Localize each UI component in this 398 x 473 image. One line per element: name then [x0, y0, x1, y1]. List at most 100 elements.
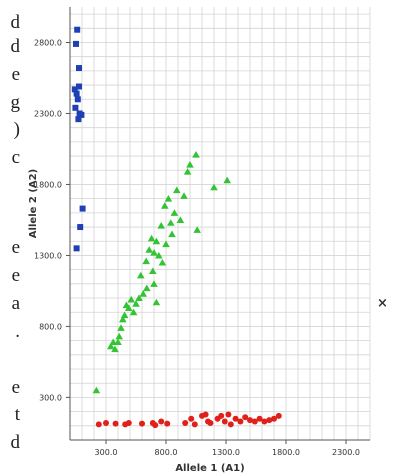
- data-point-green: [173, 186, 181, 194]
- data-point-red: [191, 421, 198, 428]
- data-point-green: [149, 267, 157, 275]
- data-point-green: [183, 168, 192, 175]
- data-point-green: [168, 230, 176, 238]
- data-point-green: [161, 202, 169, 209]
- x-tick-label: 800.0: [155, 448, 178, 457]
- data-point-green: [176, 216, 185, 223]
- x-axis-title: Allele 1 (A1): [175, 463, 244, 473]
- data-point-red: [242, 414, 249, 421]
- data-point-green: [92, 386, 101, 394]
- y-tick-label: 300.0: [39, 393, 62, 402]
- data-point-red: [247, 417, 253, 424]
- data-point-green: [145, 246, 153, 253]
- x-tick-label: 300.0: [95, 448, 118, 457]
- data-point-red: [207, 419, 214, 426]
- data-point-green: [127, 295, 135, 303]
- data-point-blue: [73, 245, 80, 252]
- data-point-green: [109, 338, 117, 346]
- side-text-fragment: e: [11, 64, 20, 85]
- side-text-fragment: e: [11, 237, 20, 258]
- data-point-green: [114, 338, 122, 346]
- data-point-blue: [79, 205, 86, 212]
- data-point-blue: [71, 86, 78, 93]
- data-point-green: [210, 183, 218, 191]
- data-point-red: [261, 418, 268, 425]
- data-point-green: [192, 151, 200, 158]
- side-text-fragment: .: [15, 321, 20, 342]
- data-point-green: [223, 176, 231, 184]
- data-point-red: [112, 420, 119, 427]
- x-tick-label: 2300.0: [332, 448, 360, 457]
- close-icon[interactable]: ×: [377, 296, 388, 311]
- data-point-green: [150, 249, 158, 256]
- data-point-red: [182, 419, 189, 426]
- data-point-green: [129, 308, 138, 316]
- data-point-green: [119, 315, 127, 323]
- side-text-fragment: d: [10, 432, 21, 453]
- data-point-green: [107, 342, 115, 350]
- data-point-red: [125, 419, 132, 426]
- data-point-green: [139, 290, 147, 297]
- data-point-green: [143, 284, 151, 292]
- side-text-fragment: c: [11, 147, 20, 168]
- data-point-green: [180, 192, 188, 199]
- data-point-blue: [78, 111, 85, 118]
- data-point-red: [95, 421, 102, 428]
- side-text-fragment: d: [10, 12, 21, 33]
- data-point-red: [225, 411, 232, 418]
- y-tick-label: 2300.0: [34, 109, 62, 118]
- data-point-green: [162, 240, 170, 248]
- y-tick-label: 800.0: [39, 322, 62, 331]
- data-point-blue: [73, 40, 79, 47]
- data-point-red: [271, 415, 277, 422]
- data-point-green: [132, 300, 140, 307]
- side-text-fragment: e: [11, 377, 20, 398]
- side-text-fragment: ): [13, 119, 20, 140]
- data-point-red: [103, 419, 109, 426]
- data-point-green: [125, 304, 133, 311]
- data-point-green: [167, 219, 175, 226]
- data-point-blue: [76, 83, 82, 90]
- data-point-blue: [75, 116, 82, 123]
- data-point-green: [120, 311, 129, 319]
- data-point-green: [150, 280, 158, 287]
- side-text-fragment: a: [11, 293, 20, 314]
- data-point-green: [170, 209, 179, 216]
- data-point-green: [137, 271, 145, 279]
- data-point-red: [237, 418, 244, 425]
- data-point-red: [202, 411, 209, 418]
- data-point-green: [186, 160, 194, 168]
- data-point-green: [157, 222, 165, 229]
- data-point-red: [164, 420, 171, 427]
- y-tick-label: 1800.0: [34, 180, 62, 189]
- data-point-green: [111, 345, 119, 353]
- data-point-green: [142, 257, 150, 265]
- side-text-fragment: e: [11, 265, 20, 286]
- data-point-blue: [72, 104, 79, 111]
- data-point-red: [221, 418, 228, 425]
- data-point-green: [164, 195, 173, 202]
- y-tick-label: 1300.0: [34, 251, 62, 260]
- data-point-red: [152, 422, 159, 429]
- data-point-red: [139, 420, 145, 427]
- data-point-blue: [76, 65, 82, 72]
- data-point-blue: [77, 224, 84, 231]
- side-text-fragment: g: [10, 92, 21, 113]
- data-point-red: [232, 415, 239, 422]
- data-point-red: [218, 412, 225, 419]
- data-point-green: [158, 258, 167, 266]
- data-point-green: [147, 234, 156, 242]
- x-tick-label: 1800.0: [272, 448, 300, 457]
- data-point-green: [115, 332, 123, 340]
- data-point-green: [152, 237, 161, 245]
- data-point-green: [193, 226, 201, 233]
- data-point-red: [256, 415, 263, 422]
- plot-area: [70, 7, 370, 440]
- data-point-red: [158, 418, 165, 425]
- data-point-red: [227, 421, 234, 428]
- data-point-blue: [74, 96, 81, 103]
- data-point-green: [135, 294, 143, 302]
- data-point-green: [152, 298, 161, 306]
- y-axis-title: Allele 2 (A2): [28, 169, 39, 238]
